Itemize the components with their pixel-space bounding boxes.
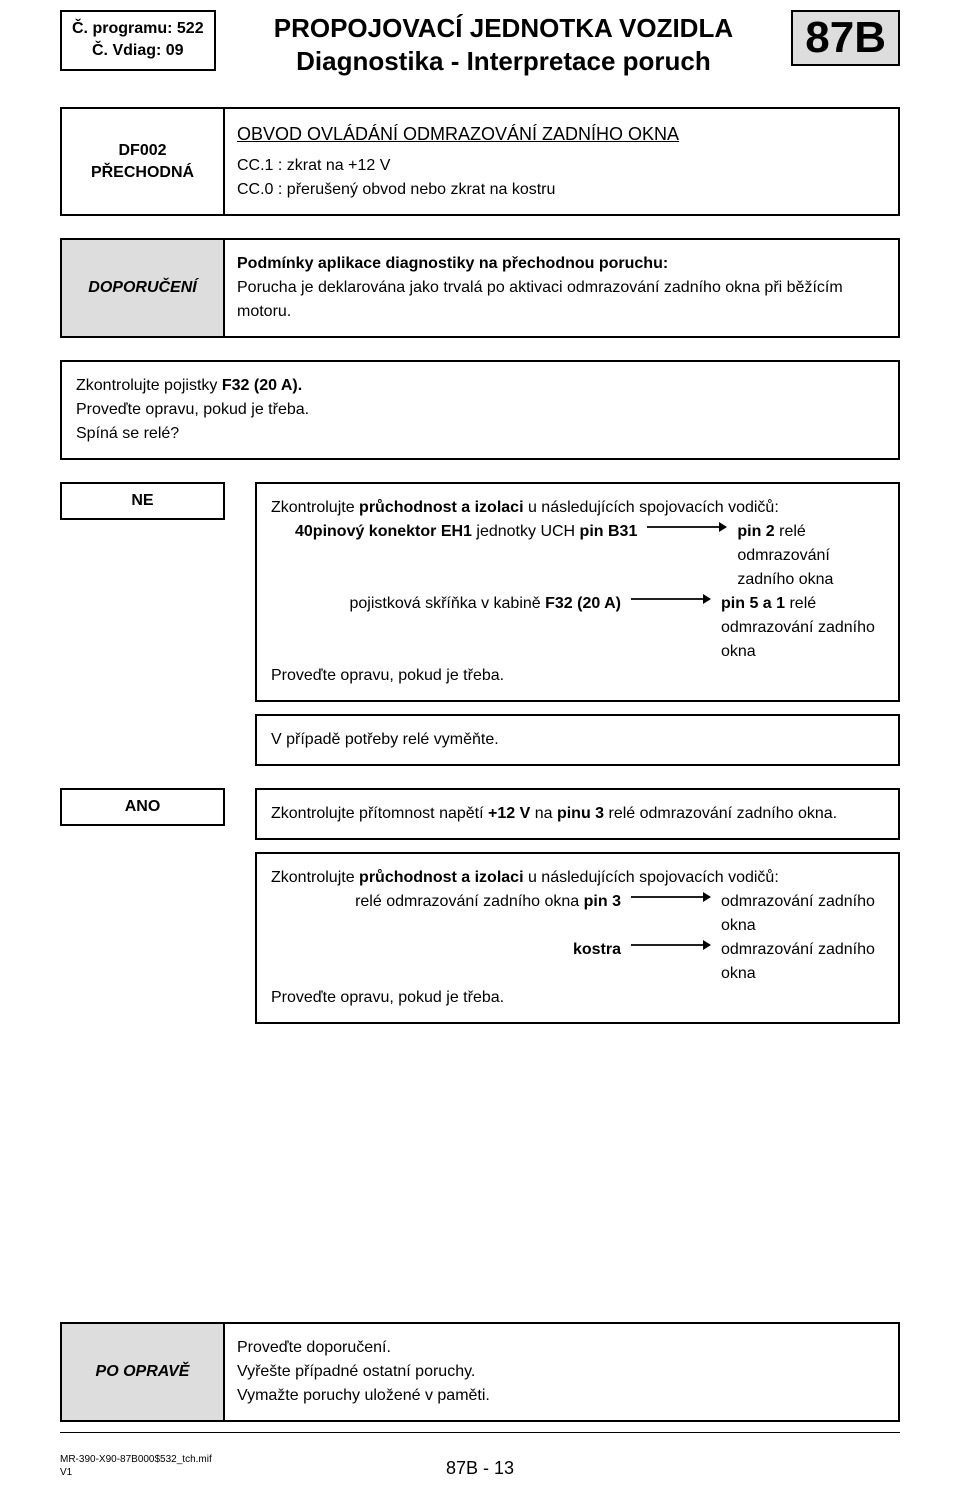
after-l1: Proveďte doporučení. [237, 1339, 391, 1356]
check-l2: Proveďte opravu, pokud je třeba. [76, 401, 309, 418]
footer-page-number: 87B - 13 [0, 1458, 960, 1479]
check-box: Zkontrolujte pojistky F32 (20 A). Proveď… [60, 360, 900, 460]
arrow-icon [621, 890, 721, 904]
recommend-heading: Podmínky aplikace diagnostiky na přechod… [237, 255, 668, 272]
ne-fix: Proveďte opravu, pokud je třeba. [271, 667, 504, 684]
ano-c1-la: relé odmrazování zadního okna [355, 893, 584, 910]
program-box: Č. programu: 522 Č. Vdiag: 09 [60, 10, 216, 71]
recommend-text: Porucha je deklarována jako trvalá po ak… [237, 279, 843, 320]
fault-cc1: CC.1 : zkrat na +12 V [237, 157, 390, 174]
footer-section: PO OPRAVĚ Proveďte doporučení. Vyřešte p… [60, 1322, 900, 1439]
ano-intro-c: u následujících spojovacích vodičů: [524, 869, 779, 886]
branch-ano: ANO Zkontrolujte přítomnost napětí +12 V… [60, 788, 900, 1024]
ano-l1e: relé odmrazování zadního okna. [604, 805, 837, 822]
program-line1: Č. programu: 522 [72, 18, 204, 40]
ano-l1b: +12 V [488, 805, 530, 822]
footer-divider [60, 1432, 900, 1433]
header-row: Č. programu: 522 Č. Vdiag: 09 PROPOJOVAC… [60, 10, 900, 77]
page: Č. programu: 522 Č. Vdiag: 09 PROPOJOVAC… [0, 0, 960, 1499]
fault-content: OBVOD OVLÁDÁNÍ ODMRAZOVÁNÍ ZADNÍHO OKNA … [223, 109, 898, 214]
check-l1a: Zkontrolujte pojistky [76, 377, 222, 394]
title-line1: PROPOJOVACÍ JEDNOTKA VOZIDLA [228, 12, 780, 45]
arrow-icon [621, 938, 721, 952]
ne-intro-b: průchodnost a izolaci [359, 499, 523, 516]
after-label: PO OPRAVĚ [60, 1322, 225, 1422]
arrow-icon [621, 592, 721, 606]
ne-c2-lb: F32 (20 A) [545, 595, 621, 612]
section-code-box: 87B [791, 10, 900, 66]
ano-box1: Zkontrolujte přítomnost napětí +12 V na … [255, 788, 900, 840]
ano-intro-b: průchodnost a izolaci [359, 869, 523, 886]
ne-box2: V případě potřeby relé vyměňte. [255, 714, 900, 766]
ne-box1: Zkontrolujte průchodnost a izolaci u nás… [255, 482, 900, 702]
ne-relay: V případě potřeby relé vyměňte. [271, 731, 499, 748]
check-l1b: F32 (20 A). [222, 377, 302, 394]
ne-c1-lc: pin B31 [580, 523, 638, 540]
fault-title: OBVOD OVLÁDÁNÍ ODMRAZOVÁNÍ ZADNÍHO OKNA [237, 121, 679, 148]
page-title-block: PROPOJOVACÍ JEDNOTKA VOZIDLA Diagnostika… [228, 10, 780, 77]
program-line2: Č. Vdiag: 09 [72, 40, 204, 62]
ano-box2: Zkontrolujte průchodnost a izolaci u nás… [255, 852, 900, 1024]
ne-conn2: pojistková skříňka v kabině F32 (20 A) p… [271, 592, 884, 664]
title-line2: Diagnostika - Interpretace poruch [228, 45, 780, 78]
ne-c1-lb: jednotky UCH [472, 523, 580, 540]
fault-cc0: CC.0 : přerušený obvod nebo zkrat na kos… [237, 181, 555, 198]
branch-ne: NE Zkontrolujte průchodnost a izolaci u … [60, 482, 900, 766]
ano-c2-r: odmrazování zadního okna [721, 938, 884, 986]
fault-code: DF002 [91, 140, 194, 162]
ne-label: NE [60, 482, 225, 520]
check-l3: Spíná se relé? [76, 425, 179, 442]
ano-c1-lb: pin 3 [584, 893, 621, 910]
recommend-box: DOPORUČENÍ Podmínky aplikace diagnostiky… [60, 238, 900, 338]
fault-code-cell: DF002 PŘECHODNÁ [60, 107, 225, 216]
ano-l1d: pinu 3 [557, 805, 604, 822]
arrow-icon [637, 520, 737, 534]
ne-c2-ra: pin 5 a 1 [721, 595, 785, 612]
ne-conn1: 40pinový konektor EH1 jednotky UCH pin B… [271, 520, 884, 592]
ano-l1c: na [530, 805, 557, 822]
ano-c2-l: kostra [573, 941, 621, 958]
recommend-content: Podmínky aplikace diagnostiky na přechod… [223, 240, 898, 336]
ano-conn2: kostra odmrazování zadního okna [271, 938, 884, 986]
ne-intro-c: u následujících spojovacích vodičů: [524, 499, 779, 516]
ano-l1a: Zkontrolujte přítomnost napětí [271, 805, 488, 822]
fault-type: PŘECHODNÁ [91, 162, 194, 184]
after-l2: Vyřešte případné ostatní poruchy. [237, 1363, 475, 1380]
ano-intro-a: Zkontrolujte [271, 869, 359, 886]
ne-c1-ra: pin 2 [737, 523, 774, 540]
ano-fix: Proveďte opravu, pokud je třeba. [271, 989, 504, 1006]
ano-label: ANO [60, 788, 225, 826]
ano-c1-r: odmrazování zadního okna [721, 890, 884, 938]
after-l3: Vymažte poruchy uložené v paměti. [237, 1387, 490, 1404]
ano-conn1: relé odmrazování zadního okna pin 3 odmr… [271, 890, 884, 938]
ne-c2-la: pojistková skříňka v kabině [349, 595, 545, 612]
ne-c1-la: 40pinový konektor EH1 [295, 523, 472, 540]
recommend-label: DOPORUČENÍ [60, 238, 225, 338]
fault-box: DF002 PŘECHODNÁ OBVOD OVLÁDÁNÍ ODMRAZOVÁ… [60, 107, 900, 216]
ne-intro-a: Zkontrolujte [271, 499, 359, 516]
after-content: Proveďte doporučení. Vyřešte případné os… [223, 1324, 898, 1420]
